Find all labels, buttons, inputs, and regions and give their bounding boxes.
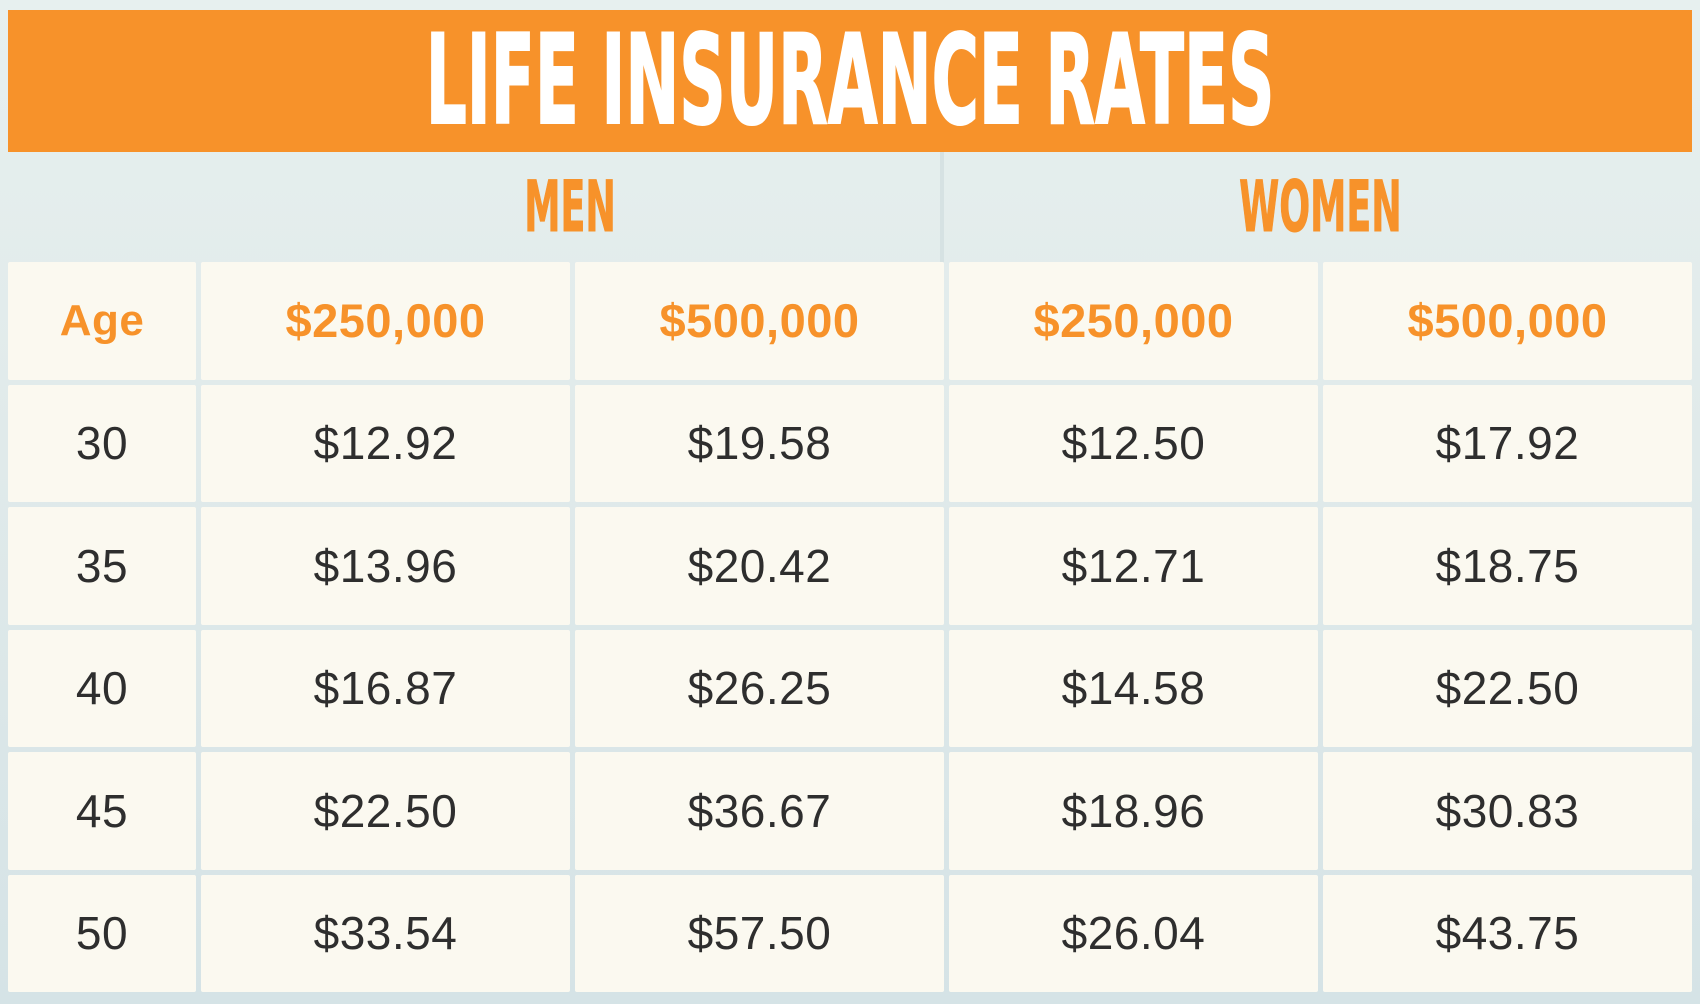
age-cell: 40 bbox=[8, 629, 196, 747]
rate-cell: $16.87 bbox=[201, 629, 570, 747]
men-label: MEN bbox=[524, 166, 617, 248]
rate-cell: $43.75 bbox=[1323, 874, 1692, 992]
rate-cell: $19.58 bbox=[575, 384, 944, 502]
gender-header-band: MEN WOMEN bbox=[8, 152, 1692, 262]
rate-cell: $57.50 bbox=[575, 874, 944, 992]
men-250k-column-header: $250,000 bbox=[201, 262, 570, 380]
rate-cell: $22.50 bbox=[201, 752, 570, 870]
women-500k-column-header: $500,000 bbox=[1323, 262, 1692, 380]
rate-cell: $30.83 bbox=[1323, 752, 1692, 870]
rate-cell: $12.92 bbox=[201, 384, 570, 502]
title-banner: LIFE INSURANCE RATES bbox=[8, 10, 1692, 152]
rates-table: Age $250,000 $500,000 $250,000 $500,000 … bbox=[8, 262, 1692, 992]
rate-cell: $26.25 bbox=[575, 629, 944, 747]
rate-cell: $20.42 bbox=[575, 507, 944, 625]
women-250k-column-header: $250,000 bbox=[949, 262, 1318, 380]
rate-cell: $13.96 bbox=[201, 507, 570, 625]
rate-cell: $33.54 bbox=[201, 874, 570, 992]
age-cell: 45 bbox=[8, 752, 196, 870]
rate-cell: $12.50 bbox=[949, 384, 1318, 502]
men-500k-column-header: $500,000 bbox=[575, 262, 944, 380]
women-group-header: WOMEN bbox=[949, 152, 1692, 262]
women-label: WOMEN bbox=[1239, 166, 1402, 248]
rate-cell: $26.04 bbox=[949, 874, 1318, 992]
rate-cell: $22.50 bbox=[1323, 629, 1692, 747]
rate-cell: $18.75 bbox=[1323, 507, 1692, 625]
age-cell: 30 bbox=[8, 384, 196, 502]
rate-cell: $14.58 bbox=[949, 629, 1318, 747]
rate-cell: $17.92 bbox=[1323, 384, 1692, 502]
rate-cell: $12.71 bbox=[949, 507, 1318, 625]
men-group-header: MEN bbox=[201, 152, 944, 262]
rate-cell: $18.96 bbox=[949, 752, 1318, 870]
page-title: LIFE INSURANCE RATES bbox=[425, 9, 1275, 153]
age-cell: 35 bbox=[8, 507, 196, 625]
band-spacer bbox=[8, 152, 196, 262]
rate-cell: $36.67 bbox=[575, 752, 944, 870]
age-cell: 50 bbox=[8, 874, 196, 992]
age-column-header: Age bbox=[8, 262, 196, 380]
